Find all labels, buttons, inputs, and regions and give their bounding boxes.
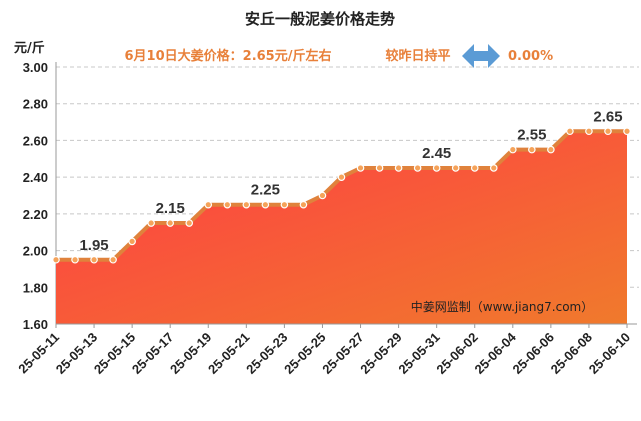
y-tick-label: 2.00 — [23, 244, 48, 259]
data-point — [585, 127, 593, 136]
y-tick-label: 2.80 — [23, 97, 48, 112]
data-point — [470, 164, 479, 172]
data-point — [147, 219, 155, 227]
y-tick-label: 1.60 — [23, 317, 48, 332]
y-tick-label: 3.00 — [23, 60, 48, 75]
double-arrow-icon — [462, 44, 500, 68]
y-tick-label: 2.60 — [23, 133, 48, 148]
data-point — [337, 173, 346, 181]
data-labels: 1.95 2.15 2.25 2.45 2.55 2.65 — [79, 108, 622, 254]
y-tick-label: 2.20 — [23, 207, 48, 222]
x-axis: 25-05-1125-05-1325-05-1525-05-1725-05-19… — [15, 323, 637, 377]
data-point — [166, 219, 175, 227]
data-points — [52, 127, 631, 264]
x-tick-label: 25-06-10 — [586, 330, 633, 377]
y-axis: 3.00 2.80 2.60 2.40 2.20 2.00 1.80 1.60 — [23, 60, 57, 332]
data-point — [451, 164, 460, 172]
chart-subtitle: 6月10日大姜价格：2.65元/斤左右 — [125, 48, 332, 64]
change-value: 0.00% — [508, 49, 553, 64]
data-point — [90, 255, 98, 264]
data-point — [528, 145, 536, 154]
y-unit-label: 元/斤 — [14, 40, 45, 56]
data-label: 2.65 — [593, 108, 622, 125]
data-point — [223, 200, 232, 209]
data-point — [71, 255, 79, 264]
data-point — [318, 191, 327, 200]
data-point — [394, 164, 403, 172]
data-point — [242, 200, 251, 209]
data-point — [547, 145, 555, 154]
data-point — [280, 200, 289, 209]
data-point — [604, 127, 612, 136]
data-point — [299, 200, 308, 209]
data-point — [413, 164, 422, 172]
data-point — [623, 127, 631, 136]
y-tick-label: 2.40 — [23, 170, 48, 185]
watermark-text: 中姜网监制（www.jiang7.com） — [411, 299, 593, 314]
data-point — [489, 164, 498, 172]
change-label: 较昨日持平 — [385, 48, 450, 64]
data-label: 1.95 — [79, 237, 108, 254]
chart-title: 安丘一般泥姜价格走势 — [245, 10, 395, 28]
data-label: 2.45 — [422, 145, 451, 162]
data-point — [52, 255, 60, 264]
data-point — [356, 164, 365, 172]
data-point — [185, 219, 194, 227]
data-point — [566, 127, 574, 136]
y-tick-label: 1.80 — [23, 280, 48, 295]
data-point — [508, 145, 517, 154]
price-area — [56, 131, 627, 324]
data-label: 2.25 — [251, 182, 280, 199]
data-point — [261, 200, 270, 209]
data-point — [432, 164, 441, 172]
data-label: 2.55 — [517, 127, 546, 144]
data-point — [109, 255, 117, 264]
data-point — [375, 164, 384, 172]
data-label: 2.15 — [156, 200, 185, 217]
data-point — [204, 200, 213, 209]
data-point — [128, 237, 136, 246]
